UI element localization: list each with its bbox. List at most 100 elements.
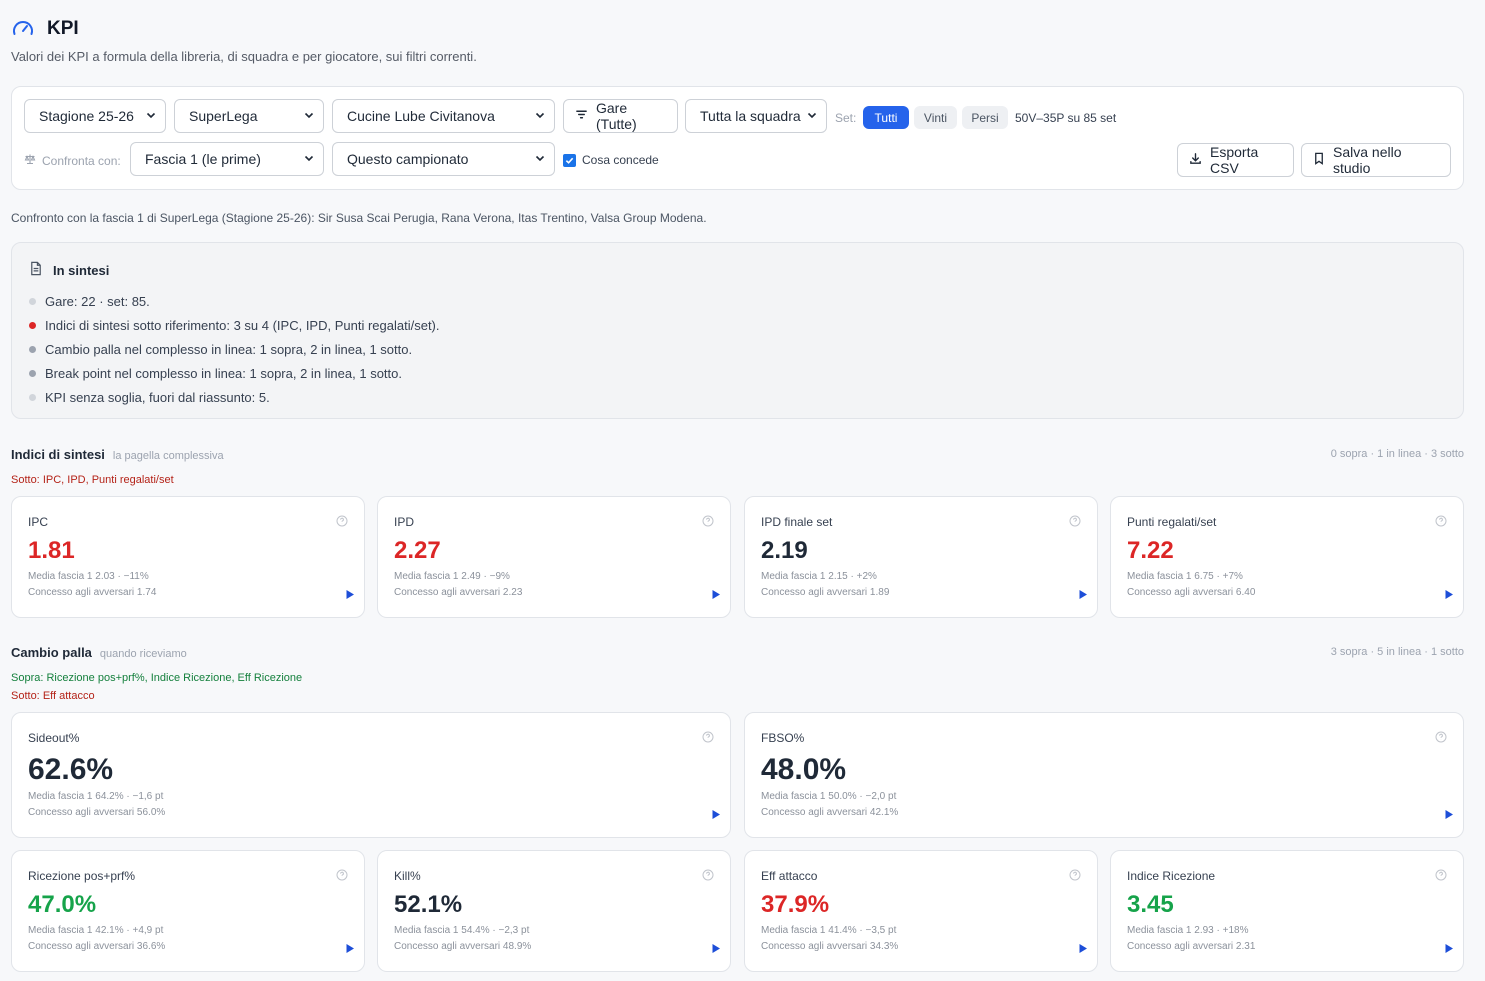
team-value: Cucine Lube Civitanova (347, 108, 495, 124)
kpi-card[interactable]: IPC 1.81 Media fascia 1 2.03 · −11% Concess… (11, 496, 365, 618)
section-count: 0 sopra · 1 in linea · 3 sotto (1330, 448, 1464, 460)
games-filter-button[interactable]: Gare (Tutte) (563, 99, 678, 133)
play-icon[interactable] (1444, 587, 1454, 605)
kpi-name: Ricezione pos+prf% (28, 869, 136, 883)
kpi-value: 2.19 (761, 537, 808, 564)
chevron-down-icon (534, 151, 546, 167)
scope-select[interactable]: Tutta la squadra (685, 99, 827, 133)
kpi-card[interactable]: Eff attacco 37.9% Media fascia 1 41.4% · −… (744, 850, 1098, 972)
help-icon[interactable] (1435, 868, 1447, 886)
play-icon[interactable] (345, 941, 355, 959)
help-icon[interactable] (702, 868, 714, 886)
kpi-value: 7.22 (1127, 537, 1174, 564)
kpi-card[interactable]: Punti regalati/set 7.22 Media fascia 1 6.7… (1110, 496, 1464, 618)
compare-label: Confronta con: (24, 153, 121, 168)
kpi-value: 37.9% (761, 891, 830, 918)
document-icon (29, 261, 43, 279)
save-to-studio-button[interactable]: Salva nello studio (1301, 143, 1451, 177)
set-filter-vinti[interactable]: Vinti (914, 106, 957, 129)
kpi-conceded: Concesso agli avversari 36.6% (28, 941, 166, 952)
kpi-name: IPC (28, 515, 49, 529)
above-flag: Sopra: Ricezione pos+prf%, Indice Ricezi… (11, 672, 303, 684)
kpi-conceded: Concesso agli avversari 2.31 (1127, 941, 1256, 952)
play-icon[interactable] (711, 807, 721, 825)
kpi-benchmark: Media fascia 1 50.0% · −2,0 pt (761, 791, 897, 802)
kpi-name: IPD (394, 515, 415, 529)
help-icon[interactable] (702, 730, 714, 748)
kpi-benchmark: Media fascia 1 2.15 · +2% (761, 571, 877, 582)
kpi-card[interactable]: Kill% 52.1% Media fascia 1 54.4% · −2,3 pt… (377, 850, 731, 972)
help-icon[interactable] (1435, 730, 1447, 748)
kpi-conceded: Concesso agli avversari 1.74 (28, 587, 157, 598)
set-filter-persi[interactable]: Persi (962, 106, 1008, 129)
filter-icon (575, 108, 588, 124)
chevron-down-icon (534, 108, 546, 124)
chevron-down-icon (303, 108, 315, 124)
kpi-conceded: Concesso agli avversari 56.0% (28, 807, 166, 818)
set-filter-tutti[interactable]: Tutti (863, 106, 909, 129)
bookmark-icon (1313, 152, 1325, 168)
compare-band-value: Fascia 1 (le prime) (145, 151, 261, 167)
compare-scope-value: Questo campionato (347, 151, 469, 167)
scale-icon (24, 153, 36, 168)
kpi-name: Kill% (394, 869, 421, 883)
compare-scope-select[interactable]: Questo campionato (332, 142, 555, 176)
export-csv-button[interactable]: Esporta CSV (1177, 143, 1294, 177)
status-dot (29, 297, 36, 305)
chevron-down-icon (806, 108, 818, 124)
help-icon[interactable] (1069, 514, 1081, 532)
kpi-name: IPD finale set (761, 515, 833, 529)
kpi-benchmark: Media fascia 1 42.1% · +4,9 pt (28, 925, 164, 936)
team-select[interactable]: Cucine Lube Civitanova (332, 99, 555, 133)
kpi-benchmark: Media fascia 1 64.2% · −1,6 pt (28, 791, 164, 802)
help-icon[interactable] (1435, 514, 1447, 532)
kpi-value: 1.81 (28, 537, 75, 564)
play-icon[interactable] (345, 587, 355, 605)
concede-checkbox[interactable]: Cosa concede (563, 153, 659, 167)
kpi-card[interactable]: IPD finale set 2.19 Media fascia 1 2.15 · … (744, 496, 1098, 618)
chevron-down-icon (145, 108, 157, 124)
games-filter-label: Gare (Tutte) (596, 100, 637, 132)
checkbox-checked[interactable] (563, 153, 576, 167)
kpi-conceded: Concesso agli avversari 2.23 (394, 587, 523, 598)
kpi-card[interactable]: IPD 2.27 Media fascia 1 2.49 · −9% Concesso… (377, 496, 731, 618)
set-label: Set: (835, 111, 857, 125)
kpi-name: Sideout% (28, 731, 80, 745)
below-flag: Sotto: IPC, IPD, Punti regalati/set (11, 474, 174, 486)
season-select[interactable]: Stagione 25-26 (24, 99, 166, 133)
kpi-card[interactable]: FBSO% 48.0% Media fascia 1 50.0% · −2,0 pt… (744, 712, 1464, 838)
league-select[interactable]: SuperLega (174, 99, 324, 133)
summary-title: In sintesi (53, 262, 110, 278)
help-icon[interactable] (1069, 868, 1081, 886)
kpi-name: FBSO% (761, 731, 805, 745)
compare-note: Confronto con la fascia 1 di SuperLega (… (11, 211, 707, 225)
help-icon[interactable] (702, 514, 714, 532)
summary-item: Indici di sintesi sotto riferimento: 3 s… (29, 313, 440, 337)
kpi-benchmark: Media fascia 1 2.49 · −9% (394, 571, 510, 582)
kpi-card[interactable]: Ricezione pos+prf% 47.0% Media fascia 1 42… (11, 850, 365, 972)
status-dot (29, 345, 36, 353)
save-to-studio-label: Salva nello studio (1333, 144, 1402, 176)
play-icon[interactable] (1078, 941, 1088, 959)
help-icon[interactable] (336, 868, 348, 886)
set-record: 50V–35P su 85 set (1015, 111, 1117, 125)
kpi-card[interactable]: Sideout% 62.6% Media fascia 1 64.2% · −1,6… (11, 712, 731, 838)
kpi-conceded: Concesso agli avversari 42.1% (761, 807, 899, 818)
summary-item: KPI senza soglia, fuori dal riassunto: 5… (29, 385, 440, 409)
kpi-card[interactable]: Indice Ricezione 3.45 Media fascia 1 2.93 … (1110, 850, 1464, 972)
play-icon[interactable] (711, 587, 721, 605)
play-icon[interactable] (1444, 941, 1454, 959)
play-icon[interactable] (1444, 807, 1454, 825)
play-icon[interactable] (1078, 587, 1088, 605)
kpi-benchmark: Media fascia 1 54.4% · −2,3 pt (394, 925, 530, 936)
season-value: Stagione 25-26 (39, 108, 134, 124)
filter-panel: Stagione 25-26 SuperLega Cucine Lube Civ… (11, 86, 1464, 190)
kpi-name: Punti regalati/set (1127, 515, 1217, 529)
status-dot (29, 393, 36, 401)
section-title-indici: Indici di sintesi la pagella complessiva (11, 447, 224, 462)
compare-band-select[interactable]: Fascia 1 (le prime) (130, 142, 324, 176)
help-icon[interactable] (336, 514, 348, 532)
play-icon[interactable] (711, 941, 721, 959)
kpi-name: Eff attacco (761, 869, 818, 883)
league-value: SuperLega (189, 108, 258, 124)
